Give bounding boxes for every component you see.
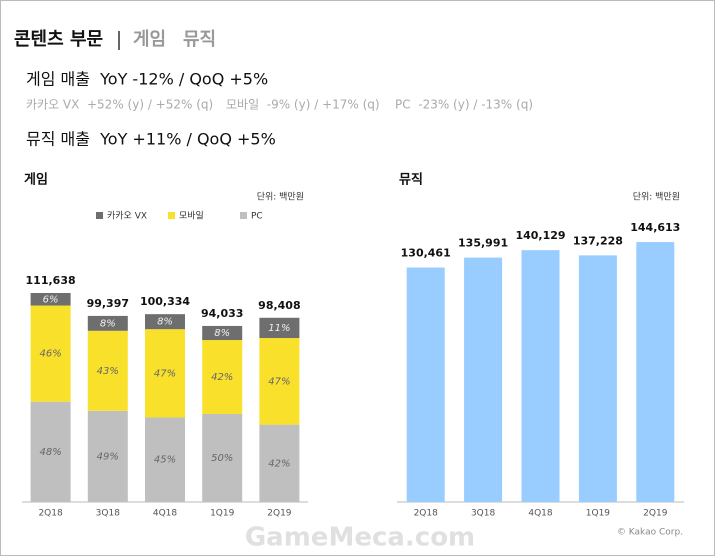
segment-label: 8% <box>157 317 173 328</box>
bar-segment <box>259 424 300 502</box>
bar-segment <box>202 413 243 502</box>
segment-label: 6% <box>43 294 59 305</box>
copyright: © Kakao Corp. <box>617 528 683 538</box>
value-label: 144,613 <box>630 221 680 234</box>
legend-label: 카카오 VX <box>107 211 147 222</box>
x-tick-label: 2Q19 <box>643 509 668 519</box>
total-label: 99,397 <box>87 297 129 310</box>
legend-label: PC <box>251 212 263 222</box>
segment-label: 47% <box>268 376 290 387</box>
bar-segment <box>259 338 300 425</box>
unit-label: 단위: 백만원 <box>633 192 680 203</box>
bar <box>521 250 560 502</box>
tab[interactable]: 뮤직 <box>183 29 216 50</box>
music-summary: 뮤직 매출 YoY +11% / QoQ +5% <box>26 130 276 149</box>
game-detail: 카카오 VX +52% (y) / +52% (q) <box>26 98 213 112</box>
x-tick-label: 4Q18 <box>153 509 178 519</box>
legend-label: 모바일 <box>179 211 204 222</box>
game-detail: PC -23% (y) / -13% (q) <box>395 98 533 112</box>
bar <box>636 242 675 502</box>
bar-segment <box>87 330 128 411</box>
value-label: 130,461 <box>401 247 451 260</box>
page-title: 콘텐츠 부문 <box>14 29 103 50</box>
x-tick-label: 4Q18 <box>528 509 553 519</box>
bar-segment <box>87 410 128 502</box>
segment-label: 8% <box>214 328 230 339</box>
legend-swatch <box>96 212 103 219</box>
segment-label: 45% <box>154 455 176 466</box>
legend-swatch <box>240 212 247 219</box>
segment-label: 46% <box>39 349 61 360</box>
x-tick-label: 2Q18 <box>38 509 63 519</box>
unit-label: 단위: 백만원 <box>257 192 304 203</box>
segment-label: 47% <box>154 368 176 379</box>
segment-label: 8% <box>100 318 116 329</box>
chart-title: 뮤직 <box>399 172 423 188</box>
segment-label: 48% <box>39 447 61 458</box>
x-tick-label: 2Q19 <box>267 509 292 519</box>
bar-segment <box>145 417 185 502</box>
total-label: 98,408 <box>258 299 300 312</box>
bar-segment <box>145 329 185 418</box>
value-label: 135,991 <box>458 237 508 250</box>
game-summary: 게임 매출 YoY -12% / QoQ +5% <box>26 70 268 89</box>
bar-segment <box>30 305 71 402</box>
x-tick-label: 3Q18 <box>471 509 496 519</box>
bar-segment <box>145 314 185 330</box>
total-label: 100,334 <box>140 295 190 308</box>
bar <box>464 257 503 502</box>
segment-label: 43% <box>97 366 119 377</box>
value-label: 140,129 <box>515 229 565 242</box>
total-label: 111,638 <box>26 274 76 287</box>
x-tick-label: 1Q19 <box>586 509 611 519</box>
bar-segment <box>87 315 128 331</box>
bar-segment <box>30 401 71 502</box>
game-detail: 모바일 -9% (y) / +17% (q) <box>226 98 380 112</box>
x-tick-label: 2Q18 <box>414 509 439 519</box>
segment-label: 42% <box>211 372 233 383</box>
bar-segment <box>202 325 243 341</box>
total-label: 94,033 <box>201 307 243 320</box>
x-tick-label: 1Q19 <box>210 509 235 519</box>
bar-segment <box>259 317 300 339</box>
legend-swatch <box>168 212 175 219</box>
segment-label: 42% <box>268 458 290 469</box>
bar-segment <box>30 293 71 306</box>
bar-segment <box>202 340 243 414</box>
chart-title: 게임 <box>24 173 48 188</box>
segment-label: 49% <box>97 451 119 462</box>
watermark: GameMeca.com <box>245 523 475 553</box>
bar <box>578 255 617 502</box>
bar <box>406 267 445 502</box>
segment-label: 50% <box>211 453 233 464</box>
segment-label: 11% <box>268 323 290 334</box>
tab[interactable]: 게임 <box>133 29 166 50</box>
x-tick-label: 3Q18 <box>96 509 121 519</box>
value-label: 137,228 <box>573 234 623 247</box>
